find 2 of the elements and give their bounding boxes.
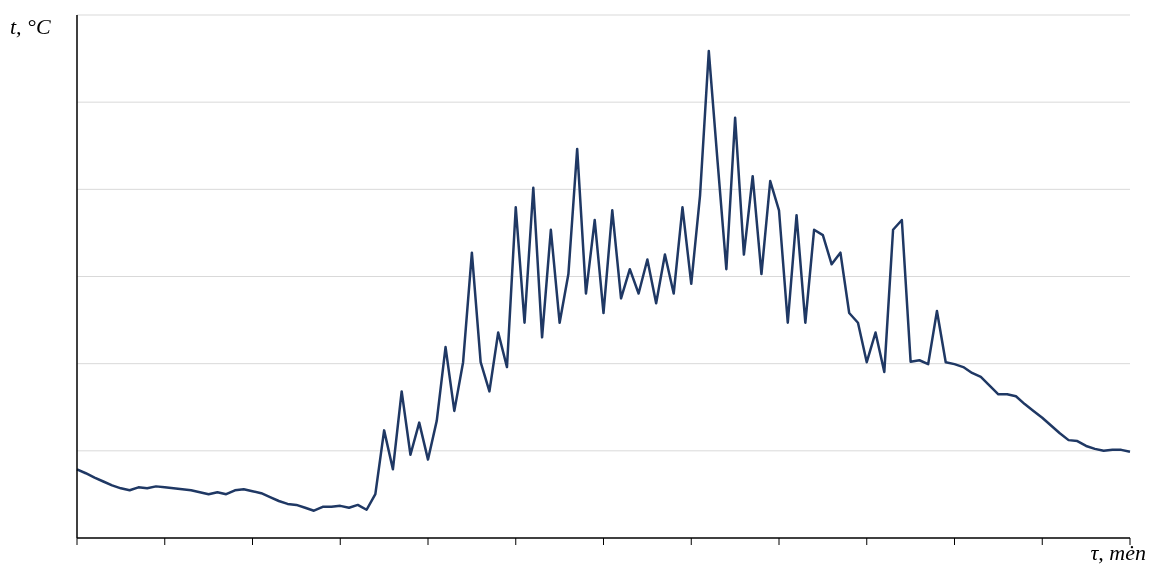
x-axis-title: τ, mėn — [1090, 540, 1146, 566]
y-axis-title: t, °C — [10, 14, 51, 40]
